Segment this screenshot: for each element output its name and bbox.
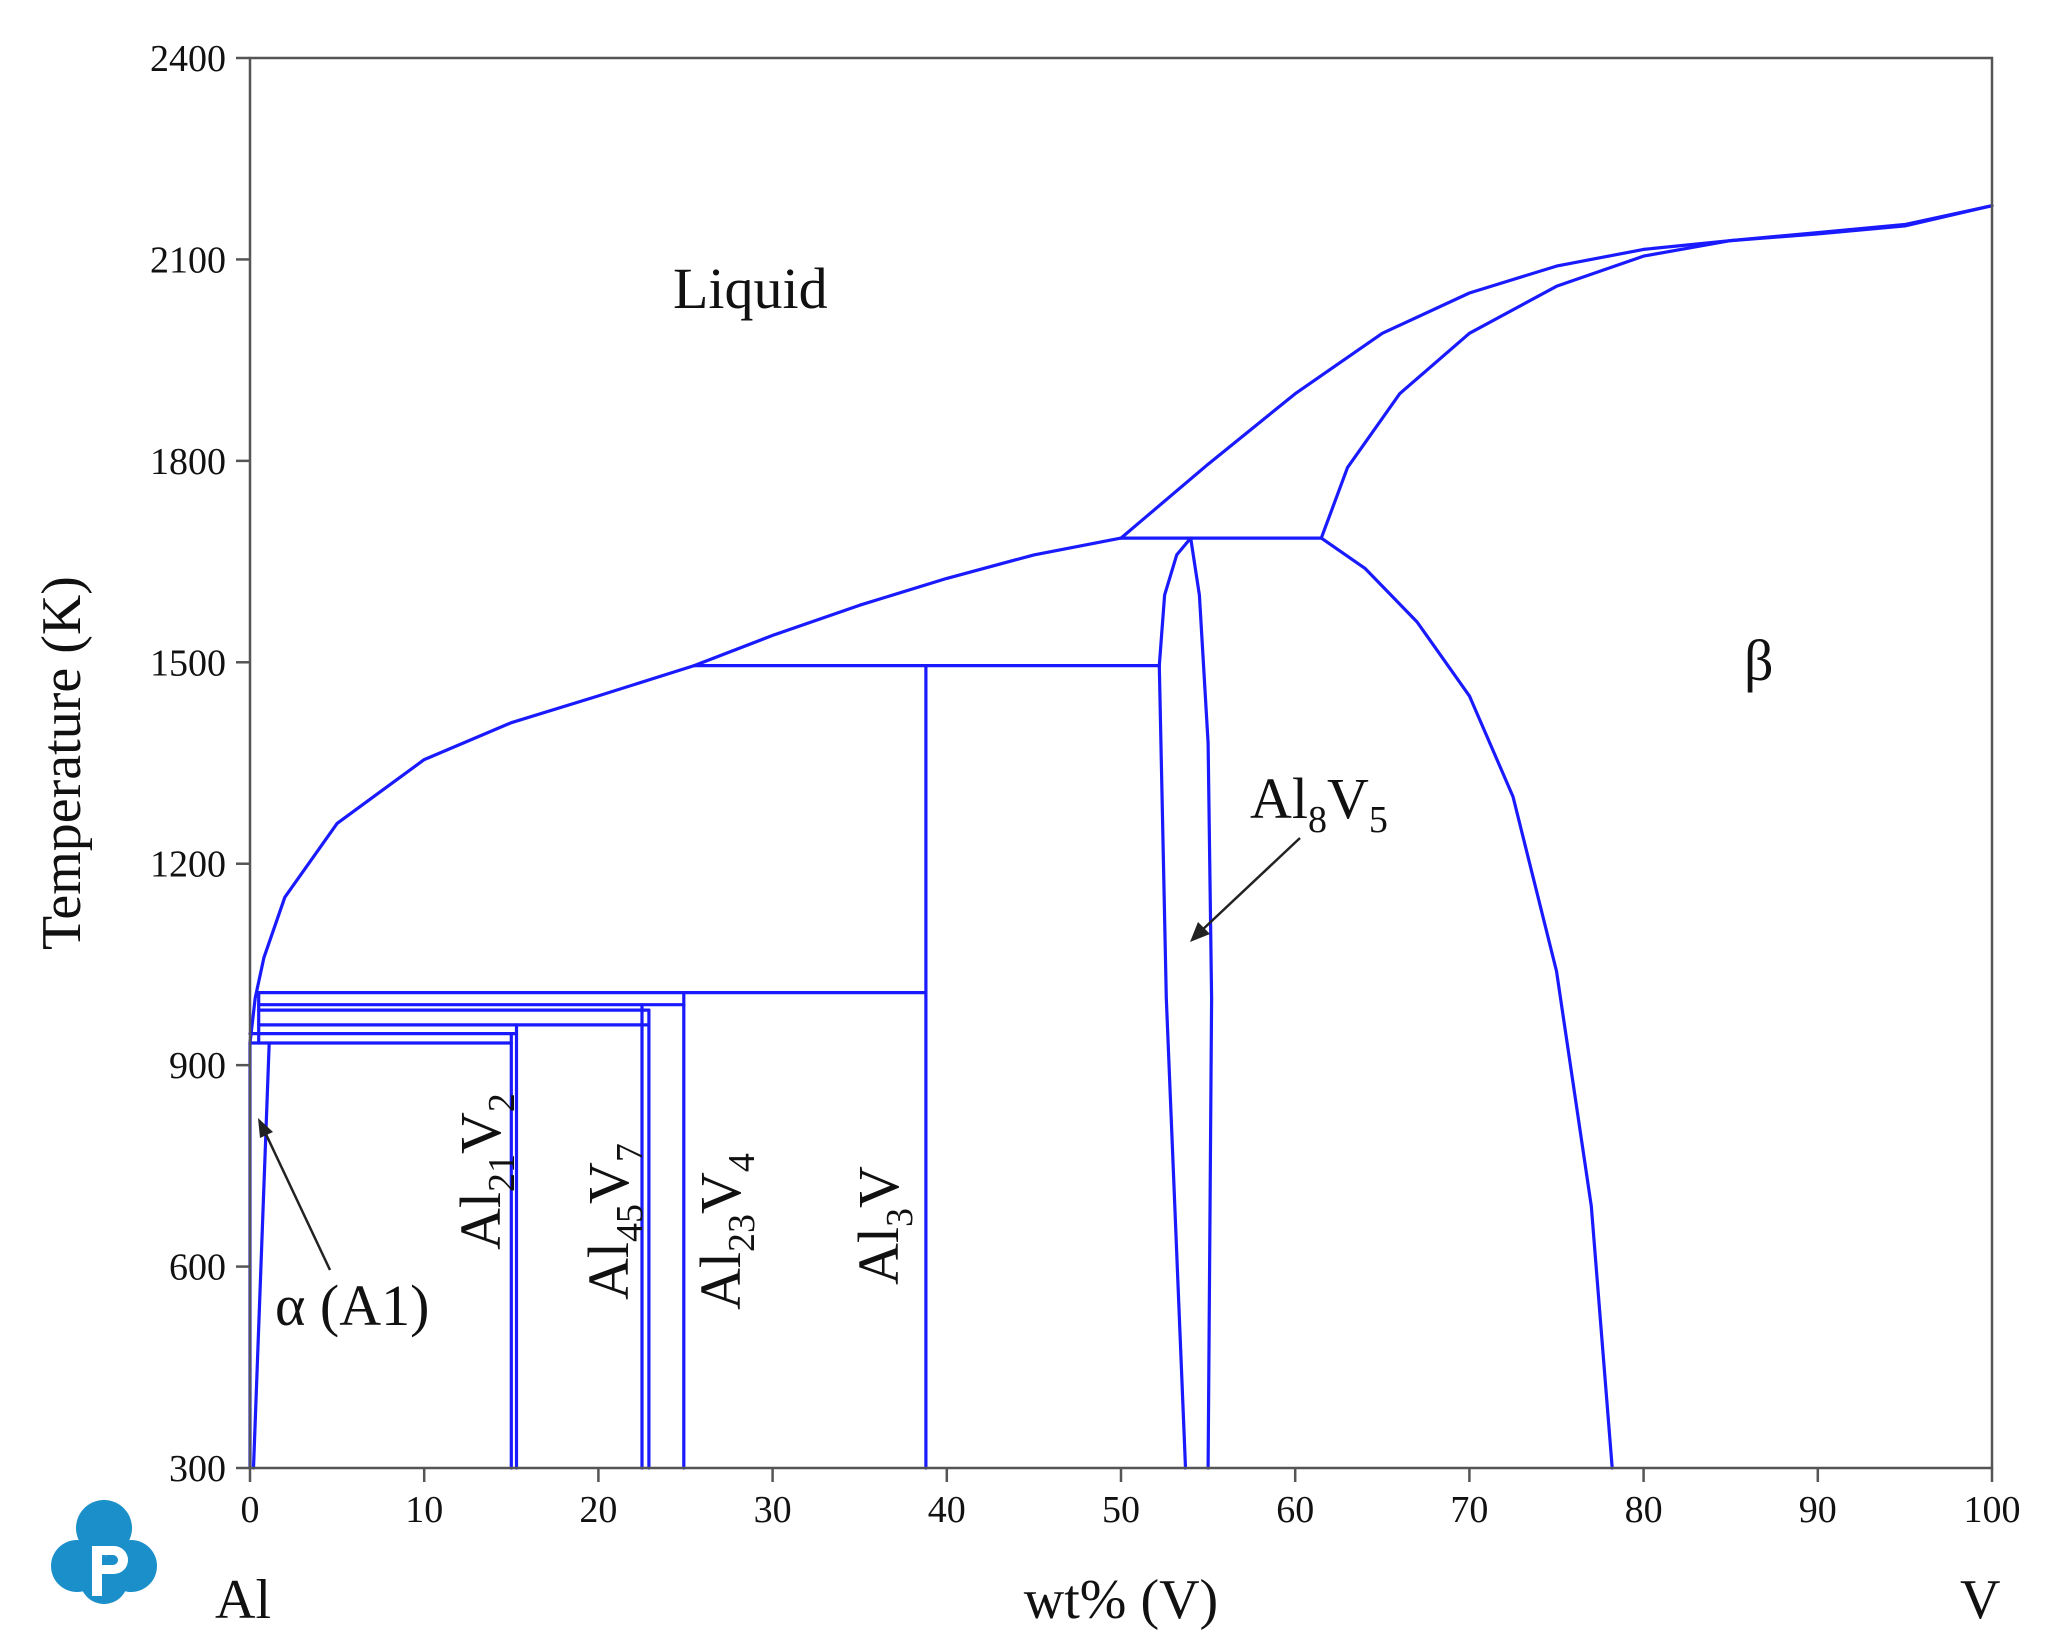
x-tick-label: 0: [241, 1489, 260, 1531]
al45v7-label: Al45V7: [576, 1143, 651, 1300]
phase-boundary-4: [1319, 536, 1614, 1470]
phase-boundary-1: [692, 536, 1123, 668]
x-axis-title: wt% (V): [1024, 1569, 1218, 1631]
x-tick-label: 80: [1625, 1489, 1663, 1531]
company-logo: [51, 1500, 157, 1604]
y-axis-title: Temperature (K): [31, 576, 93, 950]
x-right-end-label: V: [1960, 1569, 2000, 1631]
y-tick-label: 1500: [150, 642, 226, 684]
phase-boundary-21: [251, 1041, 271, 1470]
x-tick-label: 30: [754, 1489, 792, 1531]
al8v5-arrow: [1190, 837, 1301, 942]
x-tick-label: 20: [579, 1489, 617, 1531]
x-tick-label: 40: [928, 1489, 966, 1531]
phase-boundary-7: [1157, 536, 1214, 1470]
phase-boundaries: [248, 204, 1994, 1470]
y-tick-label: 900: [169, 1045, 226, 1087]
y-axis-ticks: 300 600 900 1200 1500 1800 2100 2400: [150, 38, 250, 1490]
x-tick-label: 90: [1799, 1489, 1837, 1531]
al3v-label: Al3V: [846, 1166, 921, 1285]
y-tick-label: 2100: [150, 239, 226, 281]
y-tick-label: 300: [169, 1448, 226, 1490]
y-tick-label: 1800: [150, 441, 226, 483]
al21v2-label: Al21V2: [448, 1093, 523, 1250]
x-tick-label: 100: [1964, 1489, 2021, 1531]
liquid-label: Liquid: [673, 256, 828, 321]
x-axis-ticks: 0 10 20 30 40 50 60 70 80 90 100: [241, 1468, 2021, 1531]
beta-label: β: [1744, 628, 1774, 693]
x-tick-label: 70: [1450, 1489, 1488, 1531]
y-tick-label: 600: [169, 1247, 226, 1289]
al8v5-label: Al8V5: [1250, 766, 1388, 841]
phase-boundary-3: [1319, 204, 1994, 540]
phase-boundary-0: [248, 663, 696, 1045]
x-tick-label: 10: [405, 1489, 443, 1531]
x-tick-label: 60: [1276, 1489, 1314, 1531]
x-left-end-label: Al: [215, 1569, 271, 1631]
alpha-label: α (A1): [275, 1273, 429, 1338]
phase-boundary-2: [1119, 204, 1994, 540]
al23v4-label: Al23V4: [688, 1153, 763, 1310]
phase-boundary-8: [1157, 663, 1188, 1470]
y-tick-label: 2400: [150, 38, 226, 80]
y-tick-label: 1200: [150, 844, 226, 886]
x-tick-label: 50: [1102, 1489, 1140, 1531]
alpha-arrow: [258, 1118, 332, 1271]
